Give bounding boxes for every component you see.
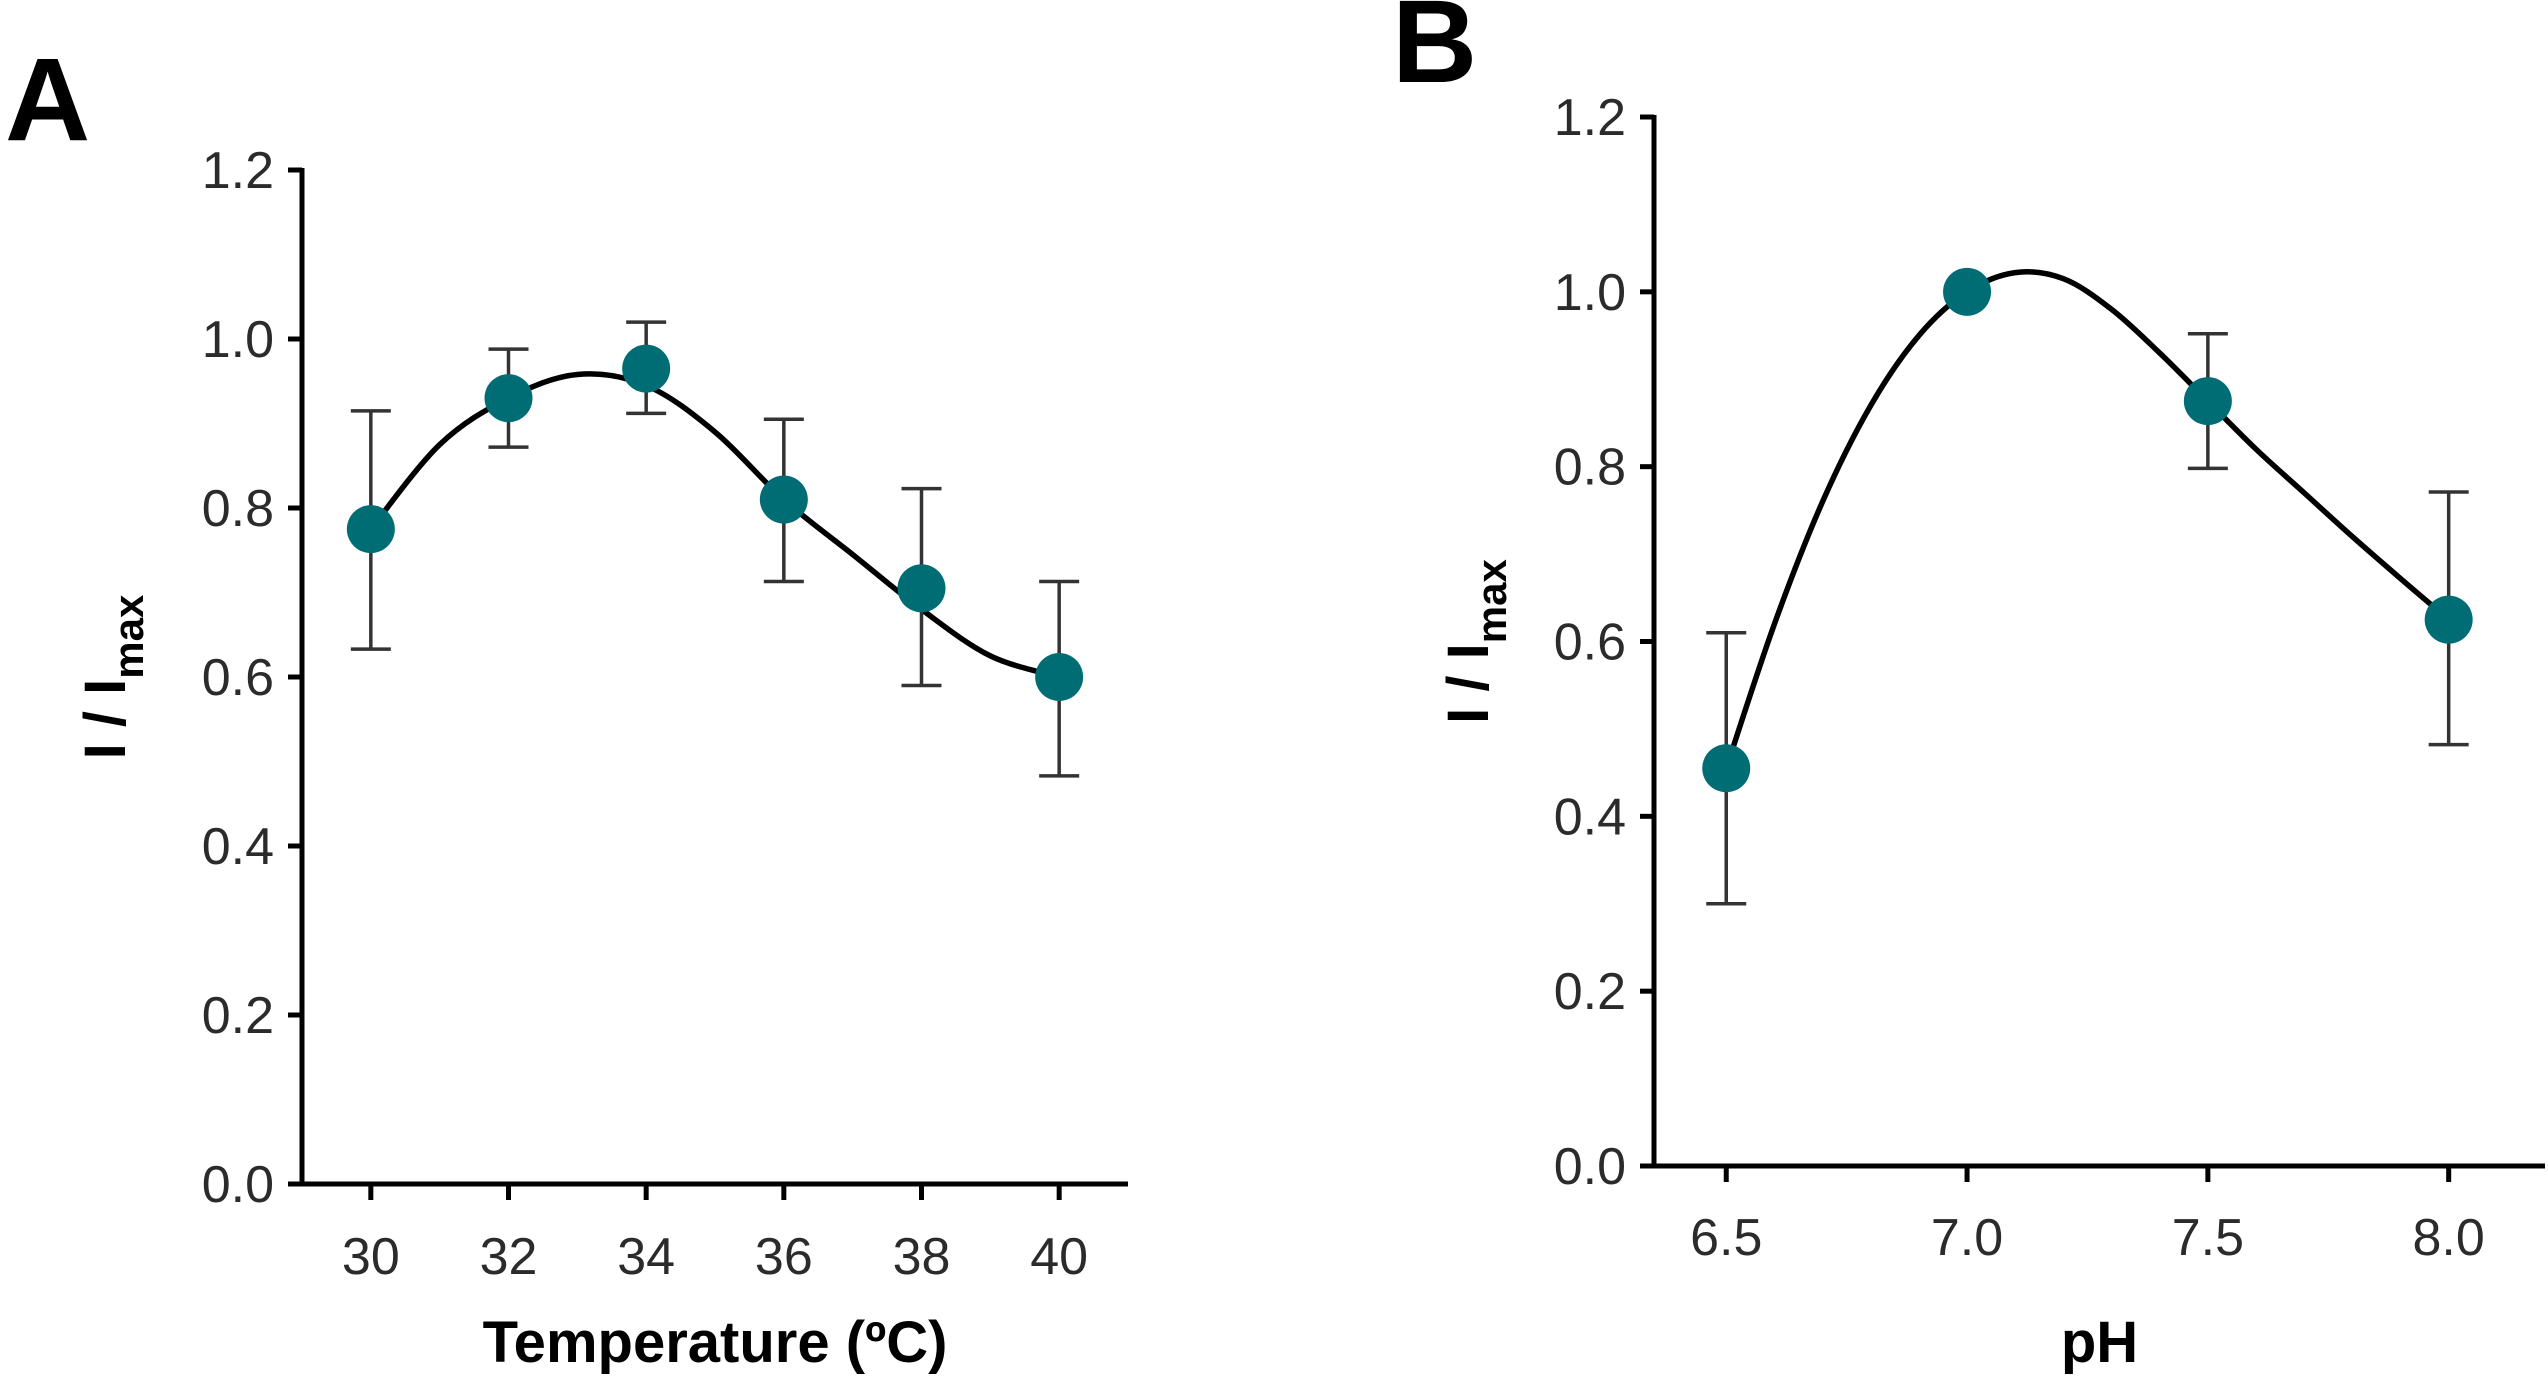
panel-a-label: A [5, 34, 90, 166]
panel-a-y-axis-title-sub: max [105, 594, 152, 679]
panel-a-y-tick-label: 0.4 [202, 818, 274, 876]
panel-a-data-point [1035, 653, 1084, 701]
panel-b-y-tick-label: 0.6 [1554, 614, 1626, 672]
panel-a-x-tick-label: 30 [342, 1228, 400, 1286]
panel-b-y-tick-label: 1.0 [1554, 264, 1626, 322]
panel-b-x-tick-label: 8.0 [2413, 1209, 2485, 1267]
panel-b-y-tick-label: 1.2 [1554, 89, 1626, 147]
panel-b-y-tick-label: 0.2 [1554, 963, 1626, 1021]
panel-b-y-axis-title: I / Imax [1436, 559, 1515, 724]
panel-b-x-tick-label: 7.5 [2172, 1209, 2244, 1267]
panel-a: A 0.0 0.2 0.4 0.6 0.8 1.0 1.2 30 32 34 36 38 40 Tempe… [5, 34, 1128, 1375]
panel-a-y-tick-label: 1.2 [202, 142, 274, 200]
panel-a-data-point [759, 475, 808, 524]
panel-b-y-tick-label: 0.4 [1554, 788, 1626, 846]
panel-a-y-axis-title-main: I / I [73, 679, 138, 760]
panel-a-y-axis-title: I / Imax [73, 594, 152, 759]
panel-b-x-tick-label: 6.5 [1690, 1209, 1762, 1267]
panel-a-data-point [897, 564, 946, 613]
panel-a-y-tick-label: 0.0 [202, 1156, 274, 1214]
panel-a-data-point [484, 374, 533, 423]
panel-b-label: B [1392, 0, 1477, 108]
panel-a-y-tick-label: 0.2 [202, 987, 274, 1045]
panel-b-y-tick-label: 0.0 [1554, 1138, 1626, 1196]
panel-a-y-tick-label: 0.8 [202, 480, 274, 538]
panel-a-data-point [622, 344, 671, 393]
panel-a-x-tick-label: 32 [480, 1228, 538, 1286]
panel-b-data-point [1943, 267, 1992, 316]
panel-b-x-axis-title: pH [2061, 1310, 2138, 1375]
panel-a-x-tick-label: 38 [893, 1228, 951, 1286]
panel-a-data-point [346, 505, 395, 554]
panel-b-data-point [2424, 595, 2473, 644]
panel-b-x-tick-label: 7.0 [1931, 1209, 2003, 1267]
panel-b-y-axis-title-sub: max [1468, 559, 1515, 644]
panel-b-fit-curve [1723, 269, 2451, 770]
panel-a-y-tick-label: 0.6 [202, 649, 274, 707]
panel-a-fit-curve [368, 371, 1060, 680]
panel-b-y-axis-title-main: I / I [1436, 643, 1501, 724]
panel-a-y-tick-label: 1.0 [202, 311, 274, 369]
panel-a-x-axis-title: Temperature (ºC) [483, 1310, 948, 1375]
panel-b: B 0.0 0.2 0.4 0.6 0.8 1.0 1.2 6.5 7.0 7.5 8.0 pH I /… [1392, 0, 2545, 1375]
panel-b-y-tick-label: 0.8 [1554, 439, 1626, 497]
panel-a-x-tick-label: 34 [617, 1228, 675, 1286]
panel-a-x-tick-label: 36 [755, 1228, 813, 1286]
panel-a-x-tick-label: 40 [1030, 1228, 1088, 1286]
panel-b-data-point [2183, 377, 2232, 426]
panel-b-data-point [1702, 744, 1751, 793]
